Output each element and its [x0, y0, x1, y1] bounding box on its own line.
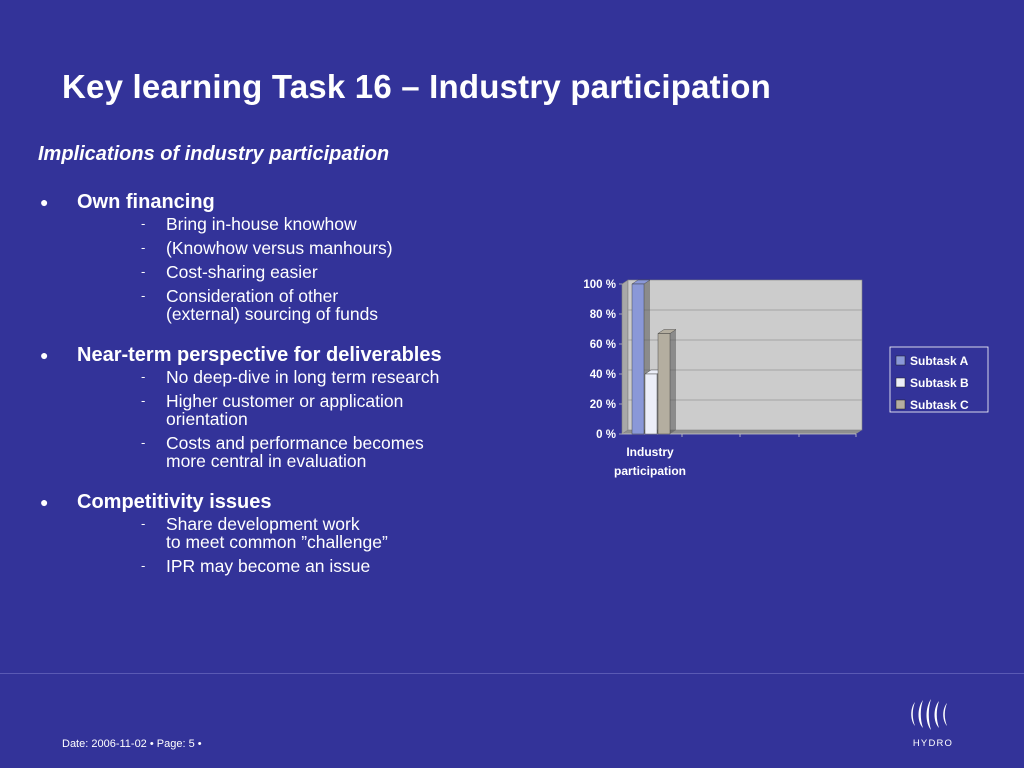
- dash-icon: -: [141, 216, 146, 231]
- y-tick-label: 20 %: [590, 399, 616, 411]
- sub-bullet-line: (Knowhow versus manhours): [166, 238, 393, 258]
- bullet-heading: ● Competitivity issues: [38, 489, 558, 515]
- legend-label: Subtask A: [910, 354, 969, 368]
- y-tick-label: 0 %: [596, 429, 616, 441]
- sub-bullet-list: - Bring in-house knowhow - (Knowhow versus …: [38, 215, 558, 323]
- sub-bullet-item: - IPR may become an issue: [38, 557, 558, 575]
- dash-icon: -: [141, 435, 146, 450]
- dash-icon: -: [141, 240, 146, 255]
- hydro-logo-text: HYDRO: [913, 738, 953, 749]
- sub-bullet-item: - Cost-sharing easier: [38, 263, 558, 281]
- sub-bullet-list: - Share development work to meet common ”c…: [38, 515, 558, 575]
- sub-bullet-item: - Share development work to meet common ”c…: [38, 515, 558, 551]
- sub-bullet-item: - Costs and performance becomes more centr…: [38, 434, 558, 470]
- legend-swatch: [895, 355, 906, 366]
- legend-label: Subtask C: [910, 398, 969, 412]
- sub-bullet-list: - No deep-dive in long term research - High…: [38, 368, 558, 470]
- sub-bullet-item: - Higher customer or application orientati…: [38, 392, 558, 428]
- bullet-list: ● Own financing - Bring in-house knowhow - (K…: [38, 189, 558, 594]
- slide-title: Key learning Task 16 – Industry particip…: [62, 68, 771, 105]
- legend-label: Subtask B: [910, 376, 969, 390]
- sub-bullet-line: orientation: [166, 409, 248, 429]
- bullet-heading-text: Competitivity issues: [77, 491, 272, 513]
- bar: [657, 333, 671, 435]
- bullet-group: ● Competitivity issues - Share development …: [38, 489, 558, 575]
- chart-floor: [622, 430, 862, 434]
- dash-icon: -: [141, 393, 146, 408]
- bullet-heading: ● Own financing: [38, 189, 558, 215]
- slide-subtitle: Implications of industry participation: [38, 143, 390, 165]
- sub-bullet-line: IPR may become an issue: [166, 556, 371, 576]
- bullet-group: ● Own financing - Bring in-house knowhow - (K…: [38, 189, 558, 323]
- legend-swatch: [895, 399, 906, 410]
- x-category-label: participation: [614, 464, 686, 478]
- y-tick-label: 60 %: [590, 339, 616, 351]
- bullet-heading-text: Near-term perspective for deliverables: [77, 344, 442, 366]
- hydro-logo: HYDRO: [903, 694, 963, 754]
- bullet-heading: ● Near-term perspective for deliverables: [38, 342, 558, 368]
- y-tick-label: 100 %: [583, 279, 616, 291]
- hydro-logo-icon: HYDRO: [911, 699, 953, 749]
- bar: [631, 283, 645, 435]
- bullet-heading-text: Own financing: [77, 191, 215, 213]
- sub-bullet-line: Costs and performance becomes: [166, 433, 424, 453]
- y-tick-label: 40 %: [590, 369, 616, 381]
- sub-bullet-item: - (Knowhow versus manhours): [38, 239, 558, 257]
- bar: [644, 373, 658, 435]
- sub-bullet-line: Consideration of other: [166, 286, 339, 306]
- bullet-dot-icon: ●: [40, 494, 49, 510]
- dash-icon: -: [141, 558, 146, 573]
- sub-bullet-item: - No deep-dive in long term research: [38, 368, 558, 386]
- sub-bullet-line: (external) sourcing of funds: [166, 304, 379, 324]
- footer-date-page: Date: 2006-11-02 • Page: 5 •: [62, 738, 202, 750]
- sub-bullet-line: Cost-sharing easier: [166, 262, 318, 282]
- sub-bullet-line: Higher customer or application: [166, 391, 404, 411]
- bullet-dot-icon: ●: [40, 347, 49, 363]
- sub-bullet-item: - Consideration of other (external) sourci…: [38, 287, 558, 323]
- bar-chart: 0 % 20 % 40 % 60 % 80 % 100 % Industry particip…: [583, 279, 989, 478]
- chart-container: 0 % 20 % 40 % 60 % 80 % 100 % Industry particip…: [560, 270, 1000, 490]
- x-category-label: Industry: [626, 445, 674, 459]
- legend-box: [889, 346, 989, 413]
- sub-bullet-line: Bring in-house knowhow: [166, 214, 357, 234]
- sub-bullet-line: more central in evaluation: [166, 451, 367, 471]
- y-tick-label: 80 %: [590, 309, 616, 321]
- dash-icon: -: [141, 288, 146, 303]
- sub-bullet-line: Share development work: [166, 514, 360, 534]
- dash-icon: -: [141, 369, 146, 384]
- sub-bullet-line: No deep-dive in long term research: [166, 367, 440, 387]
- footer-divider: [0, 673, 1024, 674]
- legend-swatch: [895, 377, 906, 388]
- bar-side: [670, 329, 676, 434]
- sub-bullet-line: to meet common ”challenge”: [166, 532, 388, 552]
- dash-icon: -: [141, 264, 146, 279]
- chart-side-wall: [621, 279, 629, 435]
- bullet-dot-icon: ●: [40, 194, 49, 210]
- dash-icon: -: [141, 516, 146, 531]
- bullet-group: ● Near-term perspective for deliverables -…: [38, 342, 558, 470]
- sub-bullet-item: - Bring in-house knowhow: [38, 215, 558, 233]
